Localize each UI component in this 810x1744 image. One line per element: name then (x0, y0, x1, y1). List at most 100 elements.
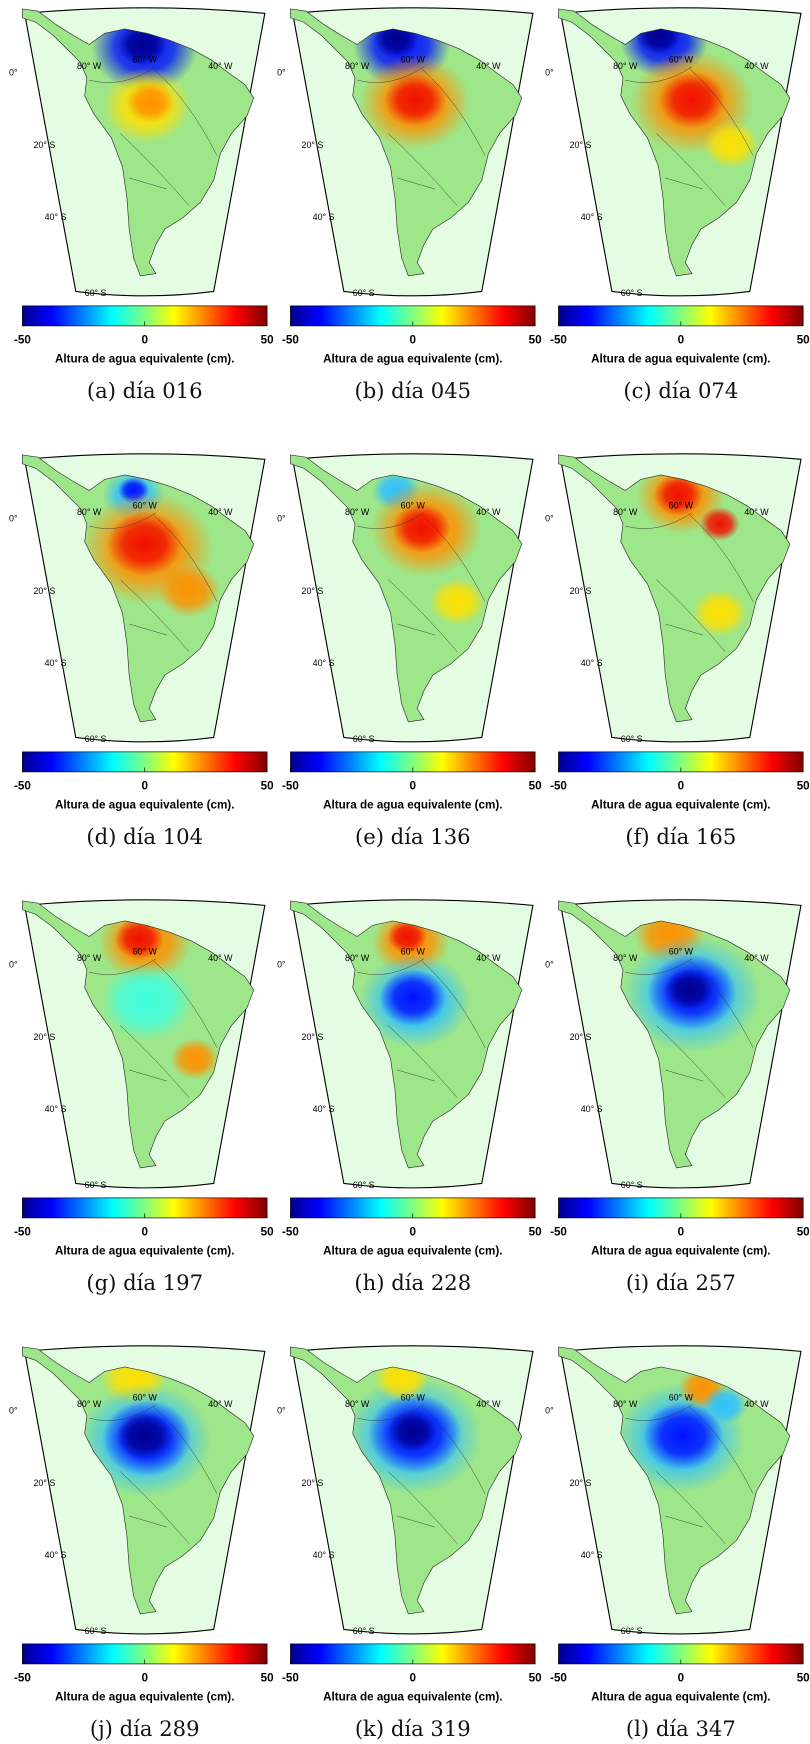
latitude-label: 0° (9, 1406, 18, 1416)
colorbar-tick-label: 50 (797, 1226, 810, 1239)
longitude-label: 60° W (401, 1392, 426, 1402)
latitude-label: 60° S (621, 288, 643, 298)
longitude-label: 60° W (133, 54, 158, 64)
colorbar-tick-label: -50 (282, 1672, 299, 1685)
colorbar-tick-label: 50 (797, 334, 810, 347)
latitude-label: 0° (277, 1406, 286, 1416)
longitude-label: 80° W (613, 507, 638, 517)
colorbar-tick-label: 50 (529, 1226, 542, 1239)
latitude-label: 20° S (570, 586, 592, 596)
anomaly (654, 474, 704, 516)
anomaly (116, 1412, 173, 1460)
longitude-label: 40° W (476, 61, 501, 71)
latitude-label: 40° S (45, 1550, 67, 1560)
latitude-label: 40° S (313, 658, 335, 668)
panel: 80° W 60° W 40° W 0° 20° S 40° S 60° S -50 0 50 Al… (545, 7, 810, 403)
colorbar-tick-label: 0 (141, 1226, 147, 1239)
anomaly (703, 120, 759, 169)
colorbar-tick-label: -50 (550, 1226, 567, 1239)
caption: (g) día 197 (86, 1270, 203, 1295)
anomaly-field (370, 469, 486, 626)
longitude-label: 80° W (613, 1399, 638, 1409)
anomaly (643, 1401, 724, 1470)
latitude-label: 60° S (85, 1180, 107, 1190)
latitude-label: 0° (545, 1406, 554, 1416)
colorbar-label: Altura de agua equivalente (cm). (55, 799, 234, 812)
colorbar-tick-label: -50 (550, 780, 567, 793)
colorbar-tick-label: 0 (141, 780, 147, 793)
colorbar-tick-label: 50 (529, 780, 542, 793)
latitude-label: 40° S (581, 1550, 603, 1560)
coastline (558, 454, 791, 723)
latitude-label: 20° S (302, 1478, 324, 1488)
latitude-label: 60° S (353, 288, 375, 298)
colorbar-tick-label: -50 (282, 334, 299, 347)
longitude-label: 80° W (345, 953, 370, 963)
panel: 80° W 60° W 40° W 0° 20° S 40° S 60° S -50 0 50 Al… (9, 1345, 274, 1741)
panel: 80° W 60° W 40° W 0° 20° S 40° S 60° S -50 0 50 Al… (9, 899, 274, 1295)
colorbar-tick-label: 0 (410, 780, 416, 793)
longitude-label: 80° W (77, 953, 102, 963)
caption: (a) día 016 (87, 378, 203, 403)
longitude-label: 60° W (133, 946, 158, 956)
anomaly (658, 71, 726, 129)
latitude-label: 40° S (45, 658, 67, 668)
colorbar-tick-label: 0 (141, 334, 147, 347)
longitude-label: 40° W (476, 953, 501, 963)
borders (625, 1404, 754, 1544)
latitude-label: 20° S (570, 1032, 592, 1042)
latitude-label: 40° S (313, 212, 335, 222)
colorbar-label: Altura de agua equivalente (cm). (55, 1245, 234, 1258)
coastline (290, 8, 523, 277)
latitude-label: 0° (9, 68, 18, 78)
latitude-label: 60° S (353, 734, 375, 744)
latitude-label: 40° S (581, 1104, 603, 1114)
panel: 80° W 60° W 40° W 0° 20° S 40° S 60° S -50 0 50 Al… (9, 453, 274, 849)
panel: 80° W 60° W 40° W 0° 20° S 40° S 60° S -50 0 50 Al… (545, 453, 810, 849)
latitude-label: 60° S (621, 734, 643, 744)
borders (625, 66, 754, 206)
coastline (558, 1346, 791, 1615)
colorbar-tick-label: 50 (261, 1226, 274, 1239)
borders (89, 958, 218, 1098)
colorbar-tick-label: 0 (678, 1672, 684, 1685)
longitude-label: 40° W (208, 953, 233, 963)
colorbar-tick-label: -50 (14, 780, 31, 793)
coastline (558, 900, 791, 1169)
colorbar-tick-label: 50 (529, 334, 542, 347)
anomaly (106, 511, 183, 577)
panel: 80° W 60° W 40° W 0° 20° S 40° S 60° S -50 0 50 Al… (277, 7, 542, 403)
longitude-label: 60° W (133, 500, 158, 510)
colorbar-tick-label: 0 (141, 1672, 147, 1685)
latitude-label: 20° S (302, 1032, 324, 1042)
caption: (l) día 347 (626, 1716, 736, 1741)
colorbar-tick-label: -50 (14, 1672, 31, 1685)
caption: (d) día 104 (86, 824, 203, 849)
longitude-label: 60° W (401, 54, 426, 64)
anomaly (125, 81, 175, 124)
latitude-label: 40° S (45, 1104, 67, 1114)
anomaly (429, 578, 486, 626)
longitude-label: 60° W (401, 946, 426, 956)
latitude-label: 40° S (581, 212, 603, 222)
longitude-label: 60° W (401, 500, 426, 510)
colorbar-tick-label: 0 (410, 1226, 416, 1239)
latitude-label: 20° S (302, 140, 324, 150)
anomaly (699, 506, 740, 541)
colorbar-tick-label: -50 (550, 334, 567, 347)
anomaly (387, 919, 428, 954)
coastline (22, 454, 255, 723)
colorbar-tick-label: 0 (678, 1226, 684, 1239)
coastline (22, 8, 255, 277)
panel: 80° W 60° W 40° W 0° 20° S 40° S 60° S -50 0 50 Al… (277, 453, 542, 849)
latitude-label: 60° S (85, 288, 107, 298)
longitude-label: 40° W (208, 507, 233, 517)
latitude-label: 20° S (570, 140, 592, 150)
coastline (22, 900, 255, 1169)
anomaly-field (359, 908, 471, 1049)
borders (89, 66, 218, 206)
anomaly (100, 961, 194, 1041)
anomaly (158, 564, 221, 618)
latitude-label: 60° S (85, 734, 107, 744)
